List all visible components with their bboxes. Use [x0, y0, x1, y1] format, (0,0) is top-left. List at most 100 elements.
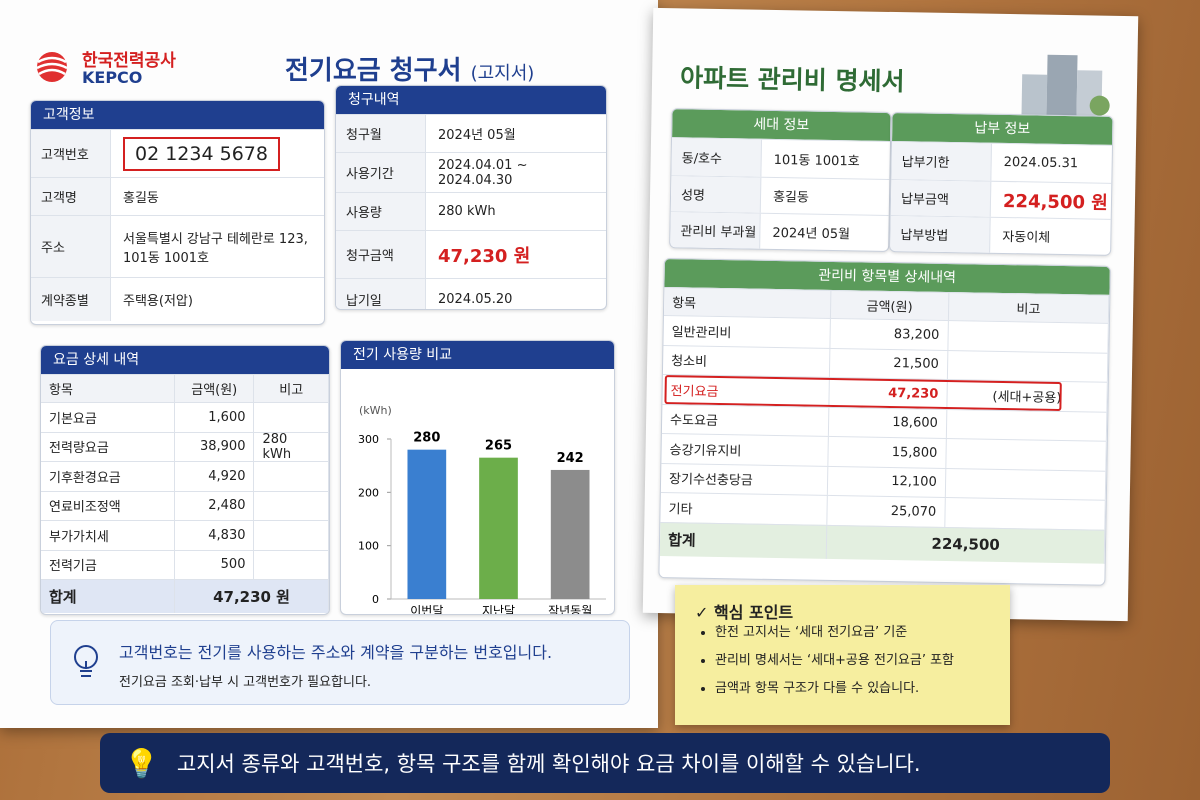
row-label: 납부방법	[890, 215, 991, 253]
charges-box: 요금 상세 내역 항목 금액(원) 비고 기본요금 1,600 전력량요금 38,900 280…	[40, 345, 330, 615]
note-box: 고객번호는 전기를 사용하는 주소와 계약을 구분하는 번호입니다. 전기요금 …	[50, 620, 630, 705]
row-value: 02 1234 5678	[111, 136, 324, 171]
value-label: 280	[413, 431, 440, 446]
y-tick-label: 200	[358, 486, 379, 499]
info-row: 청구월 2024년 05월	[336, 114, 606, 152]
row-label: 납부금액	[890, 179, 992, 217]
title-text: 전기요금 청구서	[285, 56, 462, 86]
bar	[479, 457, 518, 599]
table-cell: 12,100	[828, 466, 947, 497]
row-value-text: 101동 1001호	[773, 152, 860, 170]
table-row: 전력기금 500	[41, 549, 329, 579]
row-value-text: 자동이체	[1002, 229, 1051, 246]
table-cell: 18,600	[829, 407, 948, 438]
info-row: 고객명 홍길동	[31, 177, 324, 215]
row-value: 2024년 05월	[426, 124, 606, 143]
billing-box: 청구내역 청구월 2024년 05월 사용기간 2024.04.01 ~ 2024.04…	[335, 85, 607, 310]
section-heading: 납부 정보	[892, 113, 1113, 145]
row-value: 101동 1001호	[762, 149, 890, 170]
table-cell: 승강기유지비	[661, 434, 830, 466]
row-value: 주택용(저압)	[111, 290, 324, 309]
column-header: 항목	[41, 375, 176, 402]
table-row: 기본요금 1,600	[41, 402, 329, 432]
table-cell	[947, 350, 1109, 382]
row-value-text: 2024년 05월	[438, 128, 516, 143]
total-cell: 47,230 원	[175, 580, 329, 613]
info-row: 관리비 부과월 2024년 05월	[670, 211, 889, 251]
bar	[550, 469, 590, 599]
usage-chart: (kWh) 0 100 200 300 280 이번달 265 지난달 242 작년동월	[358, 404, 606, 614]
row-value-text: 224,500 원	[1002, 190, 1108, 214]
row-label: 주소	[31, 216, 111, 277]
table-cell: 38,900	[175, 432, 255, 461]
info-row: 납부방법 자동이체	[890, 214, 1111, 255]
row-value: 2024.05.20	[426, 292, 606, 307]
table-cell	[945, 497, 1106, 530]
row-value-text: 2024.05.31	[1003, 154, 1079, 172]
key-points-title-text: 핵심 포인트	[713, 603, 794, 622]
row-value: 2024.05.31	[992, 155, 1112, 172]
table-cell: 83,200	[830, 318, 949, 350]
info-row: 납부기한 2024.05.31	[891, 141, 1112, 183]
table-cell: 부가가치세	[41, 521, 176, 550]
row-label: 사용량	[336, 193, 426, 230]
table-cell	[254, 403, 329, 432]
table-cell: 4,830	[175, 521, 255, 550]
table-cell: 15,800	[828, 436, 947, 468]
info-row: 계약종별 주택용(저압)	[31, 277, 324, 321]
info-row: 동/호수 101동 1001호	[671, 137, 891, 179]
row-label: 사용기간	[336, 153, 426, 192]
section-heading: 고객정보	[31, 101, 324, 129]
table-cell: 기후환경요금	[41, 462, 176, 491]
table-row: 기후환경요금 4,920	[41, 461, 329, 491]
bill-title: 전기요금 청구서 (고지서)	[285, 50, 534, 87]
note-line2: 전기요금 조회·납부 시 고객번호가 필요합니다.	[119, 675, 372, 690]
table-cell	[948, 321, 1109, 353]
table-cell: 1,600	[175, 403, 255, 432]
table-cell: 500	[175, 550, 255, 579]
value-label: 265	[485, 439, 512, 454]
column-header: 금액(원)	[831, 290, 950, 321]
column-header: 금액(원)	[175, 375, 255, 402]
y-tick-label: 300	[358, 433, 379, 446]
row-value-text: 홍길동	[123, 191, 159, 206]
section-heading: 세대 정보	[672, 109, 891, 141]
value-label: 242	[557, 451, 584, 466]
row-value: 자동이체	[990, 226, 1110, 247]
table-cell: 2,480	[175, 491, 255, 520]
column-header: 비고	[254, 375, 329, 402]
note-line1: 고객번호는 전기를 사용하는 주소와 계약을 구분하는 번호입니다.	[119, 643, 553, 662]
banner-icon: 💡	[124, 746, 159, 780]
row-label: 고객번호	[31, 130, 111, 177]
key-points-title: ✓ 핵심 포인트	[695, 603, 794, 622]
table-cell	[254, 462, 329, 491]
row-label: 청구월	[336, 115, 426, 152]
y-tick-label: 100	[358, 540, 379, 553]
table-header: 항목 금액(원) 비고	[41, 374, 329, 402]
info-row: 납부금액 224,500 원	[890, 178, 1112, 219]
row-value: 224,500 원	[991, 186, 1111, 214]
table-cell: 21,500	[830, 348, 949, 380]
row-label: 청구금액	[336, 231, 426, 278]
bulb-icon	[74, 645, 98, 677]
total-row: 합계 47,230 원	[41, 579, 329, 613]
info-row: 고객번호 02 1234 5678	[31, 129, 324, 177]
total-cell: 합계	[659, 522, 828, 559]
total-cell: 합계	[41, 580, 176, 613]
chart-box: 전기 사용량 비교 (kWh) 0 100 200 300 280 이번달 265 지난달 242…	[340, 340, 615, 615]
y-tick-label: 0	[372, 593, 379, 606]
x-tick-label: 이번달	[410, 604, 443, 614]
table-cell: 청소비	[662, 345, 831, 377]
details-box: 관리비 항목별 상세내역 항목 금액(원) 비고 일반관리비 83,200 청소비 21,50…	[658, 258, 1111, 586]
row-label: 고객명	[31, 178, 111, 215]
row-value: 280 kWh	[426, 204, 606, 219]
kepco-logo-icon	[36, 52, 68, 82]
row-value: 서울특별시 강남구 테헤란로 123, 101동 1001호	[111, 228, 324, 266]
table-cell: 기본요금	[41, 403, 176, 432]
banner-text: 고지서 종류와 고객번호, 항목 구조를 함께 확인해야 요금 차이를 이해할 …	[176, 752, 921, 776]
apartment-statement: 아파트 관리비 명세서 세대 정보 동/호수 101동 1001호 성명 홍길동 관리비 …	[642, 7, 1139, 622]
x-tick-label: 지난달	[482, 604, 515, 614]
building-icon	[1021, 54, 1110, 121]
key-point: 관리비 명세서는 ‘세대+공용 전기요금’ 포함	[715, 647, 954, 675]
